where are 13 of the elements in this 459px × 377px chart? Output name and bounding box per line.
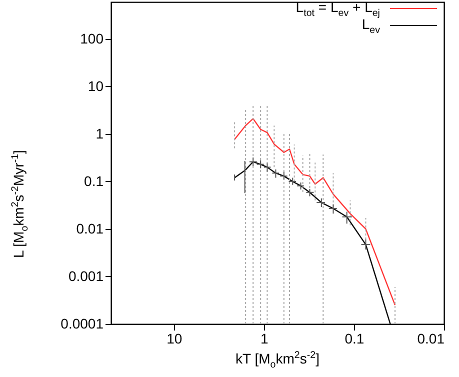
y-tick-label: 10	[88, 78, 104, 94]
x-tick-label: 0.01	[417, 330, 445, 346]
y-tick-label: 0.0001	[60, 316, 104, 332]
y-tick-label: 1	[96, 125, 104, 142]
y-tick-label: 0.01	[76, 220, 104, 236]
y-tick-label: 100	[80, 30, 104, 46]
x-tick-label: 0.1	[344, 330, 364, 346]
y-tick-label: 0.001	[68, 268, 104, 284]
y-tick-label: 0.1	[84, 172, 104, 189]
x-tick-label: 10	[166, 330, 182, 346]
legend-label: L$_{tot}$ = L$_{ev}$ + L$_{ej}$	[296, 0, 380, 18]
x-axis-title: kT [M$_{o}$km$^{2}$s$^{-2}$]	[234, 350, 320, 370]
x-tick-label: 1	[260, 330, 269, 346]
